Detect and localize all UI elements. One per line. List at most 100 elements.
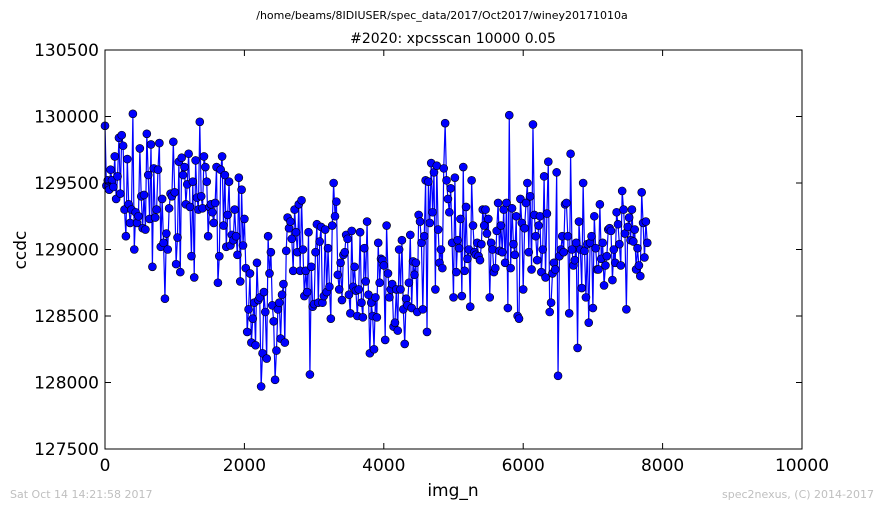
data-point [493,198,503,208]
data-point [311,247,320,257]
data-point [117,130,127,140]
data-point [354,285,364,294]
data-point [504,110,514,120]
data-point [291,227,301,237]
data-point [599,281,609,290]
data-point [564,309,574,318]
data-point [160,294,170,304]
data-point [209,218,219,228]
data-point [188,177,198,186]
data-point [615,239,624,249]
data-point [109,182,118,192]
data-point [467,176,476,185]
data-point [298,245,308,254]
data-point [235,277,245,286]
data-point [272,346,281,355]
data-point [270,375,280,385]
data-point [619,205,628,214]
data-point [327,221,337,230]
data-point [475,255,485,265]
data-point [201,162,210,172]
data-point [527,265,536,274]
data-point [404,278,414,288]
data-point [171,259,181,269]
data-point [213,278,223,288]
data-point [453,235,462,245]
data-point [394,245,404,254]
data-point [609,245,619,254]
data-point [451,267,461,277]
data-point [358,313,368,322]
data-point [286,217,295,226]
data-point [382,221,391,230]
data-point [315,237,324,246]
data-point [440,118,450,128]
data-point [425,218,435,228]
data-point [411,258,421,268]
data-point [385,293,394,302]
data-point [155,138,164,148]
data-point [274,298,284,308]
y-tick-label: 128000 [34,374,99,394]
data-point [436,245,446,254]
data-point [581,293,591,302]
data-point [332,197,341,206]
data-point [461,202,471,212]
data-point [184,149,193,159]
data-point [446,184,456,193]
data-point [323,243,333,253]
data-point [422,327,432,337]
data-point [141,225,150,234]
data-point [587,231,596,241]
data-point [340,247,350,257]
data-point [265,269,274,278]
data-point [175,267,185,277]
data-point [187,251,196,261]
data-point [552,168,561,177]
data-point [405,230,415,240]
data-point [196,192,206,201]
data-point [482,229,492,238]
data-point [142,129,152,139]
data-point [606,226,616,236]
data-point [443,194,453,204]
data-point [173,233,182,242]
data-point [500,258,510,268]
data-point [602,251,612,261]
data-point [477,239,486,249]
data-point [237,185,246,194]
data-point [574,217,584,226]
data-point [244,305,253,314]
y-tick-label: 129000 [34,241,99,261]
data-point [589,211,599,221]
data-point [640,253,649,262]
data-point [520,223,529,233]
data-point [139,190,149,200]
data-point [153,165,163,174]
data-point [150,213,160,222]
data-point [438,263,447,273]
data-point [629,237,638,246]
data-point [577,283,587,293]
data-point [344,290,354,300]
data-point [418,305,428,314]
data-point [588,303,598,313]
data-point [571,238,581,248]
data-point [185,202,195,212]
chart-title: #2020: xpcsscan 10000 0.05 [350,31,556,47]
data-point [456,214,465,224]
data-point [538,245,548,254]
data-point [170,188,179,197]
data-point [484,214,493,224]
data-point [210,198,220,208]
data-point [123,154,132,164]
data-point [514,314,524,323]
series-layer [100,109,652,391]
data-point [509,239,518,249]
data-point [598,238,607,248]
data-point [325,282,334,292]
data-point [329,178,338,188]
data-point [220,170,230,180]
data-point [468,221,478,230]
